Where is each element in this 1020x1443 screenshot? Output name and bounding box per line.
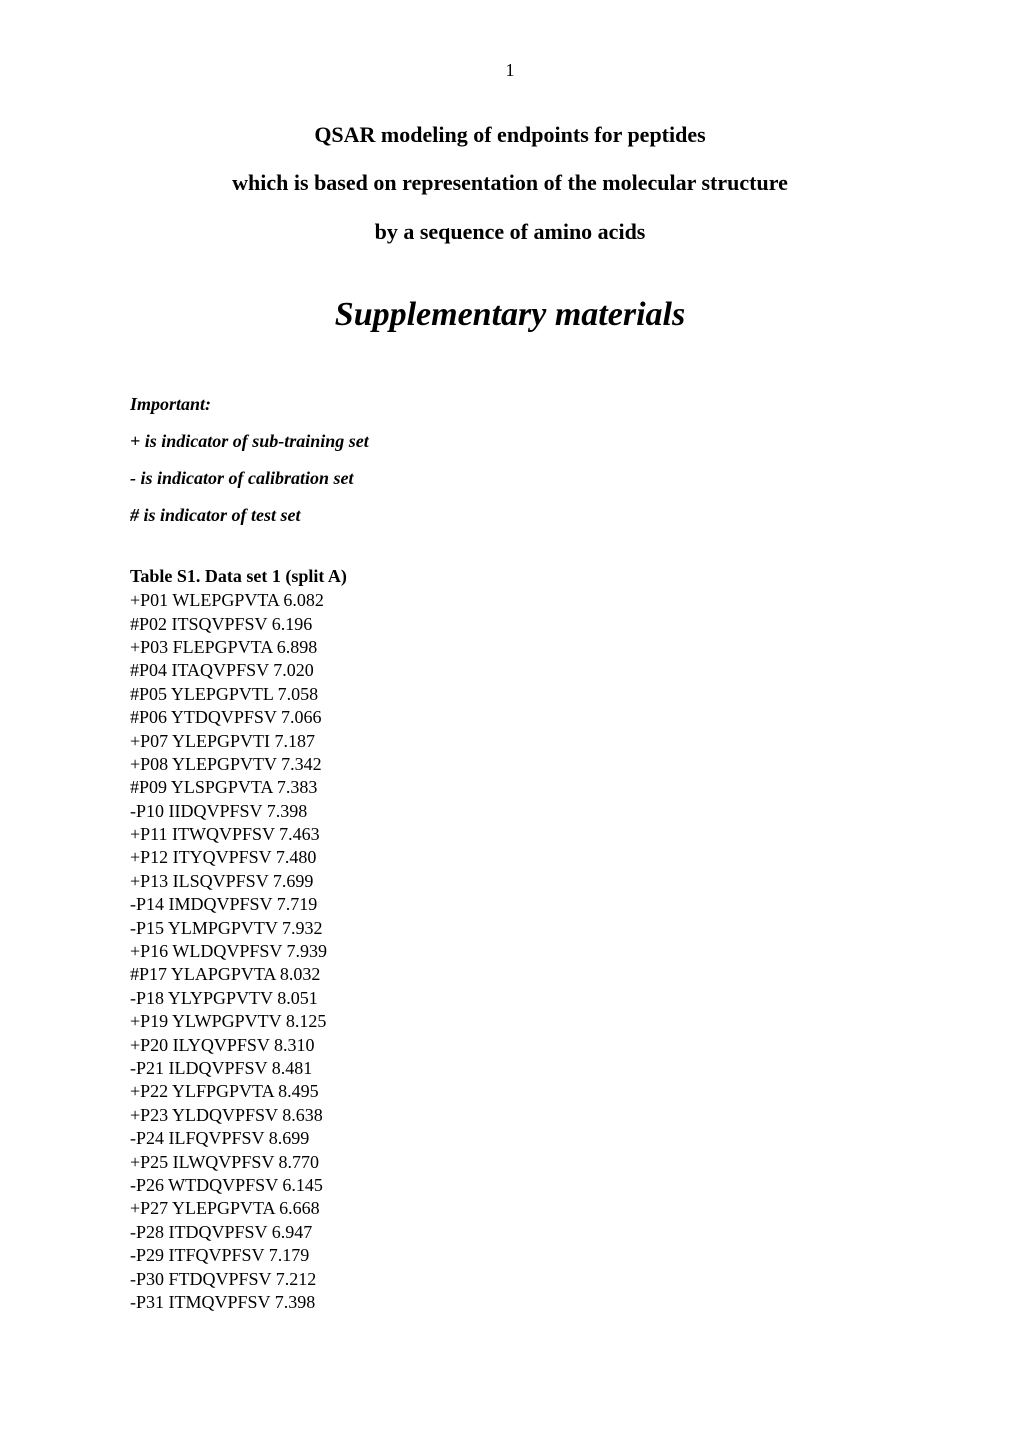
title-line-3: by a sequence of amino acids xyxy=(130,208,890,256)
table-row: -P15 YLMPGPVTV 7.932 xyxy=(130,917,890,940)
table-row: +P27 YLEPGPVTA 6.668 xyxy=(130,1197,890,1220)
table-row: -P28 ITDQVPFSV 6.947 xyxy=(130,1221,890,1244)
table-row: #P17 YLAPGPVTA 8.032 xyxy=(130,963,890,986)
table-row: #P09 YLSPGPVTA 7.383 xyxy=(130,776,890,799)
table-row: +P07 YLEPGPVTI 7.187 xyxy=(130,730,890,753)
table-row: -P21 ILDQVPFSV 8.481 xyxy=(130,1057,890,1080)
table-row: +P20 ILYQVPFSV 8.310 xyxy=(130,1034,890,1057)
section-heading: Supplementary materials xyxy=(130,296,890,334)
document-title: QSAR modeling of endpoints for peptides … xyxy=(130,111,890,256)
table-row: +P01 WLEPGPVTA 6.082 xyxy=(130,589,890,612)
legend-plus: + is indicator of sub-training set xyxy=(130,431,890,452)
table-row: -P26 WTDQVPFSV 6.145 xyxy=(130,1174,890,1197)
table-row: #P05 YLEPGPVTL 7.058 xyxy=(130,683,890,706)
title-line-1: QSAR modeling of endpoints for peptides xyxy=(130,111,890,159)
table-row: +P12 ITYQVPFSV 7.480 xyxy=(130,846,890,869)
table-row: +P11 ITWQVPFSV 7.463 xyxy=(130,823,890,846)
table-row: -P31 ITMQVPFSV 7.398 xyxy=(130,1291,890,1314)
table-row: -P10 IIDQVPFSV 7.398 xyxy=(130,800,890,823)
table-row: #P04 ITAQVPFSV 7.020 xyxy=(130,659,890,682)
table-row: +P08 YLEPGPVTV 7.342 xyxy=(130,753,890,776)
table-row: #P02 ITSQVPFSV 6.196 xyxy=(130,613,890,636)
table-row: +P25 ILWQVPFSV 8.770 xyxy=(130,1151,890,1174)
table-title: Table S1. Data set 1 (split A) xyxy=(130,566,890,587)
table-row: -P29 ITFQVPFSV 7.179 xyxy=(130,1244,890,1267)
legend-minus: - is indicator of calibration set xyxy=(130,468,890,489)
page-number: 1 xyxy=(130,60,890,81)
important-label: Important: xyxy=(130,394,890,415)
table-row: +P19 YLWPGPVTV 8.125 xyxy=(130,1010,890,1033)
table-row: +P23 YLDQVPFSV 8.638 xyxy=(130,1104,890,1127)
table-row: -P24 ILFQVPFSV 8.699 xyxy=(130,1127,890,1150)
table-row: +P13 ILSQVPFSV 7.699 xyxy=(130,870,890,893)
table-row: -P30 FTDQVPFSV 7.212 xyxy=(130,1268,890,1291)
table-row: -P14 IMDQVPFSV 7.719 xyxy=(130,893,890,916)
legend-hash: # is indicator of test set xyxy=(130,505,890,526)
table-row: -P18 YLYPGPVTV 8.051 xyxy=(130,987,890,1010)
data-table: +P01 WLEPGPVTA 6.082 #P02 ITSQVPFSV 6.19… xyxy=(130,589,890,1314)
table-row: +P03 FLEPGPVTA 6.898 xyxy=(130,636,890,659)
table-row: +P22 YLFPGPVTA 8.495 xyxy=(130,1080,890,1103)
legend-block: Important: + is indicator of sub-trainin… xyxy=(130,394,890,526)
title-line-2: which is based on representation of the … xyxy=(130,159,890,207)
table-row: #P06 YTDQVPFSV 7.066 xyxy=(130,706,890,729)
table-row: +P16 WLDQVPFSV 7.939 xyxy=(130,940,890,963)
